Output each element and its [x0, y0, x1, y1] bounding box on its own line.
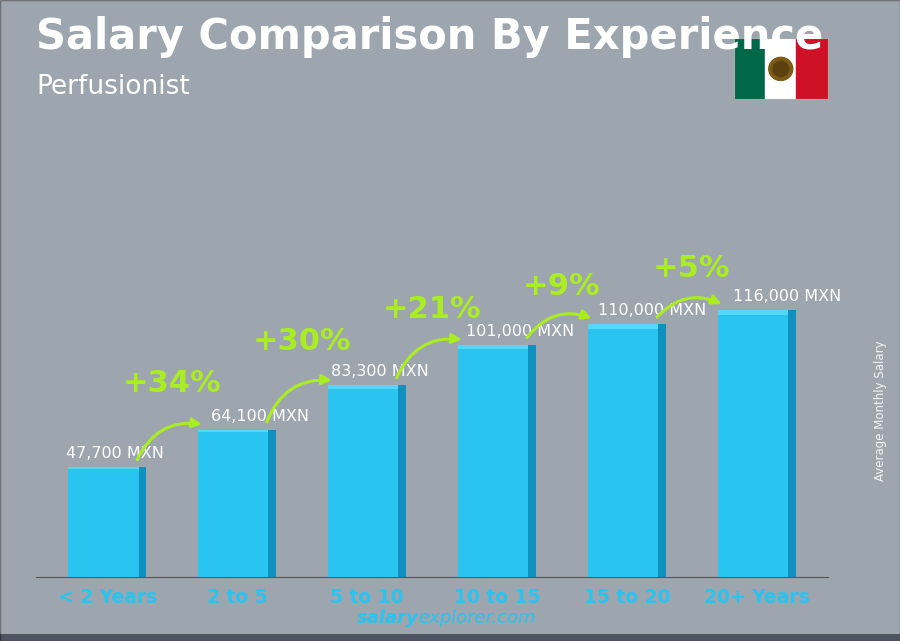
- Bar: [0, 638, 900, 641]
- Bar: [0, 637, 900, 640]
- Circle shape: [773, 62, 788, 76]
- Bar: [0, 635, 900, 638]
- Bar: [0, 637, 900, 640]
- Bar: [0, 635, 900, 638]
- Bar: [0, 637, 900, 640]
- Bar: [0, 635, 900, 638]
- Bar: [0, 637, 900, 640]
- Bar: [0, 635, 900, 638]
- Bar: [0, 636, 900, 639]
- Bar: [0, 635, 900, 638]
- Bar: [0, 637, 900, 640]
- Bar: [0, 637, 900, 640]
- Bar: [0, 638, 900, 641]
- Bar: [0, 637, 900, 640]
- Bar: [0, 637, 900, 640]
- Bar: [0, 637, 900, 640]
- Bar: [0, 638, 900, 641]
- Bar: [0, 636, 900, 639]
- Bar: [0, 637, 900, 640]
- Text: 101,000 MXN: 101,000 MXN: [466, 324, 574, 338]
- Bar: [0, 637, 900, 640]
- Bar: [0, 637, 900, 640]
- Bar: [0, 638, 900, 641]
- Bar: [0, 637, 900, 640]
- Text: +9%: +9%: [523, 272, 600, 301]
- Bar: [0, 637, 900, 640]
- Bar: [796, 38, 828, 99]
- Bar: [0, 636, 900, 639]
- Bar: [0, 635, 900, 638]
- Bar: [0, 635, 900, 638]
- Bar: [528, 345, 536, 577]
- Bar: [0, 637, 900, 640]
- Bar: [0, 637, 900, 640]
- Bar: [0, 635, 900, 638]
- Bar: [0, 636, 900, 639]
- Bar: [0, 637, 900, 640]
- Bar: [0, 636, 900, 639]
- Bar: [0, 635, 900, 638]
- Bar: [0, 637, 900, 640]
- Bar: [0, 637, 900, 640]
- Bar: [0, 636, 900, 639]
- Bar: [0, 635, 900, 638]
- Bar: [0, 637, 900, 640]
- Bar: [0, 637, 900, 640]
- Bar: [0, 637, 900, 640]
- Bar: [0, 638, 900, 641]
- Bar: [0, 638, 900, 641]
- Bar: [0, 636, 900, 639]
- Text: +5%: +5%: [652, 254, 731, 283]
- Bar: [0, 635, 900, 638]
- Bar: [0, 638, 900, 641]
- Bar: [0, 635, 900, 638]
- Bar: [198, 429, 268, 577]
- Bar: [0, 636, 900, 639]
- Bar: [0, 635, 900, 638]
- Bar: [717, 310, 788, 315]
- Bar: [0, 636, 900, 639]
- Bar: [0, 636, 900, 639]
- Bar: [0, 637, 900, 640]
- Bar: [0, 638, 900, 641]
- Bar: [0, 637, 900, 640]
- Bar: [0, 637, 900, 640]
- Bar: [0, 635, 900, 638]
- Bar: [0, 636, 900, 639]
- Bar: [0, 637, 900, 640]
- Bar: [588, 324, 658, 329]
- Bar: [0, 637, 900, 640]
- Bar: [0, 637, 900, 640]
- Bar: [0, 637, 900, 640]
- Bar: [0, 638, 900, 641]
- Bar: [0, 635, 900, 638]
- Bar: [0, 635, 900, 638]
- Bar: [0, 637, 900, 640]
- Bar: [0, 637, 900, 640]
- Bar: [0, 637, 900, 640]
- Bar: [0, 638, 900, 641]
- Bar: [0, 636, 900, 639]
- Text: 83,300 MXN: 83,300 MXN: [330, 365, 428, 379]
- Text: +30%: +30%: [253, 327, 352, 356]
- Bar: [0, 638, 900, 641]
- Bar: [788, 310, 796, 577]
- Bar: [328, 385, 398, 389]
- Bar: [0, 637, 900, 640]
- Bar: [0, 637, 900, 640]
- Bar: [717, 310, 788, 577]
- Bar: [0, 636, 900, 639]
- Bar: [0, 637, 900, 640]
- Bar: [0, 636, 900, 639]
- Bar: [0, 636, 900, 639]
- Bar: [0, 637, 900, 641]
- Bar: [0, 635, 900, 638]
- Bar: [0, 636, 900, 638]
- Bar: [0, 636, 900, 639]
- Bar: [0, 635, 900, 638]
- Bar: [0, 637, 900, 640]
- Bar: [0, 636, 900, 639]
- Bar: [0, 635, 900, 638]
